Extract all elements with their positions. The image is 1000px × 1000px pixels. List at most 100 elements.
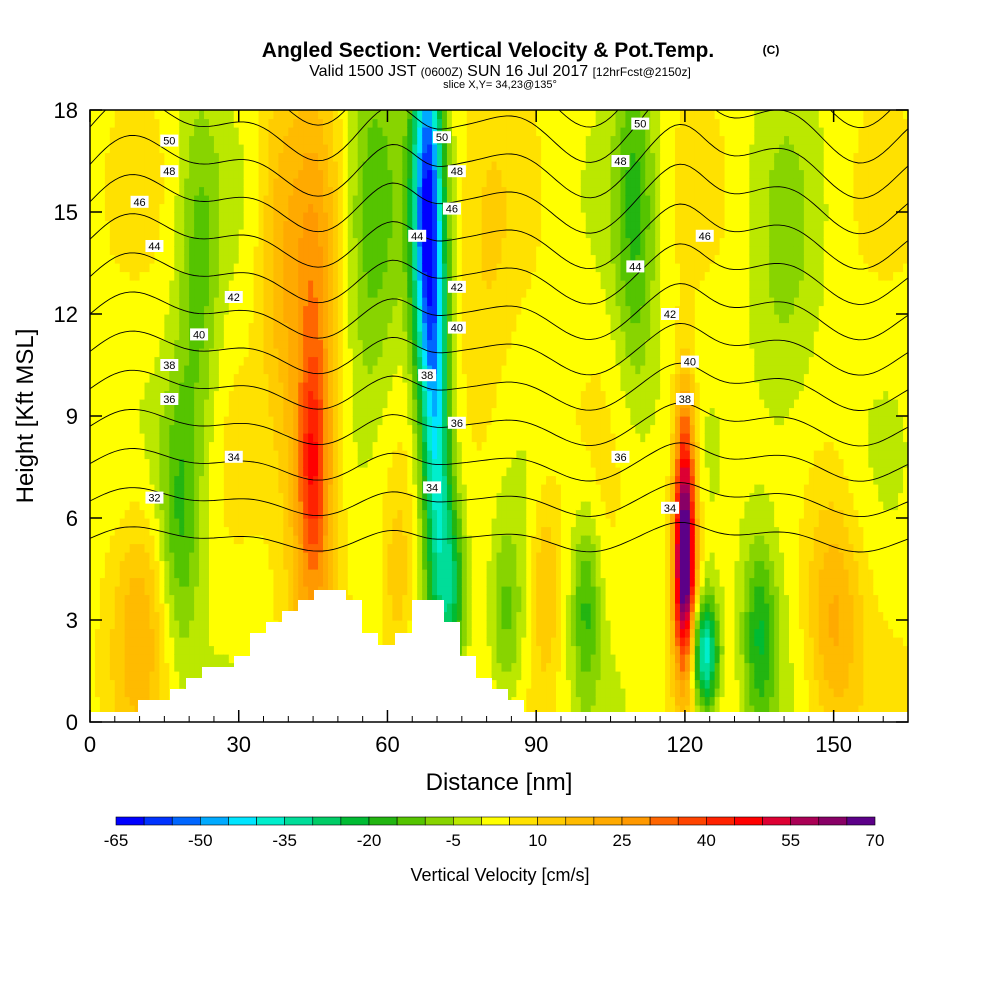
velocity-cell xyxy=(422,416,428,426)
velocity-cell xyxy=(159,671,165,681)
velocity-cell xyxy=(179,594,185,604)
velocity-cell xyxy=(144,382,151,392)
velocity-cell xyxy=(124,118,131,128)
velocity-cell xyxy=(124,127,131,137)
velocity-cell xyxy=(129,645,136,655)
velocity-cell xyxy=(253,331,260,341)
velocity-cell xyxy=(407,322,413,332)
velocity-cell xyxy=(303,271,309,281)
velocity-cell xyxy=(337,178,344,188)
velocity-cell xyxy=(159,458,165,468)
velocity-cell xyxy=(213,169,220,179)
velocity-cell xyxy=(204,535,210,545)
velocity-cell xyxy=(204,382,210,392)
velocity-cell xyxy=(179,365,185,375)
velocity-cell xyxy=(283,288,289,298)
velocity-cell xyxy=(347,543,354,553)
velocity-cell xyxy=(134,526,141,536)
velocity-cell xyxy=(427,441,433,451)
velocity-cell xyxy=(357,560,364,570)
velocity-cell xyxy=(342,475,349,485)
velocity-cell xyxy=(392,144,398,154)
velocity-cell xyxy=(293,535,299,545)
velocity-cell xyxy=(199,662,205,672)
velocity-cell xyxy=(397,603,403,613)
velocity-cell xyxy=(164,450,170,460)
velocity-cell xyxy=(352,518,359,528)
velocity-cell xyxy=(174,662,180,672)
velocity-cell xyxy=(392,390,398,400)
velocity-cell xyxy=(253,450,260,460)
velocity-cell xyxy=(129,509,136,519)
velocity-cell xyxy=(362,620,369,630)
velocity-cell xyxy=(347,152,354,162)
velocity-cell xyxy=(327,237,334,247)
velocity-cell xyxy=(342,271,349,281)
velocity-cell xyxy=(109,339,116,349)
velocity-cell xyxy=(253,127,260,137)
velocity-cell xyxy=(382,611,389,621)
velocity-cell xyxy=(223,654,230,664)
velocity-cell xyxy=(303,382,309,392)
velocity-cell xyxy=(208,254,215,264)
velocity-cell xyxy=(104,654,111,664)
velocity-cell xyxy=(293,509,299,519)
velocity-cell xyxy=(337,288,344,298)
velocity-cell xyxy=(278,594,284,604)
velocity-cell xyxy=(164,433,170,443)
velocity-cell xyxy=(204,586,210,596)
velocity-cell xyxy=(109,594,116,604)
velocity-cell xyxy=(347,195,354,205)
velocity-cell xyxy=(109,135,116,145)
velocity-cell xyxy=(392,373,398,383)
velocity-cell xyxy=(129,390,136,400)
velocity-cell xyxy=(129,424,136,434)
velocity-cell xyxy=(258,620,265,630)
velocity-cell xyxy=(139,203,146,213)
velocity-cell xyxy=(422,203,428,213)
velocity-cell xyxy=(223,467,230,477)
velocity-cell xyxy=(169,220,175,230)
velocity-cell xyxy=(109,586,116,596)
velocity-cell xyxy=(342,365,349,375)
velocity-cell xyxy=(313,152,319,162)
velocity-cell xyxy=(149,195,156,205)
velocity-cell xyxy=(318,577,324,587)
velocity-cell xyxy=(263,467,270,477)
velocity-cell xyxy=(189,237,195,247)
velocity-cell xyxy=(159,407,165,417)
velocity-cell xyxy=(169,110,175,120)
velocity-cell xyxy=(367,178,374,188)
velocity-cell xyxy=(238,577,245,587)
velocity-cell xyxy=(94,552,101,562)
velocity-cell xyxy=(154,254,161,264)
velocity-cell xyxy=(342,577,349,587)
velocity-cell xyxy=(352,288,359,298)
velocity-cell xyxy=(169,620,175,630)
velocity-cell xyxy=(184,662,190,672)
velocity-cell xyxy=(243,450,250,460)
velocity-cell xyxy=(114,305,121,315)
velocity-cell xyxy=(223,399,230,409)
velocity-cell xyxy=(318,186,324,196)
velocity-cell xyxy=(228,526,235,536)
velocity-cell xyxy=(99,390,106,400)
velocity-cell xyxy=(223,645,230,655)
velocity-cell xyxy=(114,127,121,137)
velocity-cell xyxy=(417,492,423,502)
velocity-cell xyxy=(228,186,235,196)
velocity-cell xyxy=(402,288,408,298)
velocity-cell xyxy=(154,654,161,664)
velocity-cell xyxy=(99,671,106,681)
velocity-cell xyxy=(109,688,116,698)
velocity-cell xyxy=(94,288,101,298)
velocity-cell xyxy=(179,611,185,621)
velocity-cell xyxy=(303,195,309,205)
velocity-cell xyxy=(347,288,354,298)
velocity-cell xyxy=(109,569,116,579)
velocity-cell xyxy=(129,679,136,689)
velocity-cell xyxy=(283,195,289,205)
velocity-cell xyxy=(327,373,334,383)
velocity-cell xyxy=(367,212,374,222)
velocity-cell xyxy=(298,424,304,434)
